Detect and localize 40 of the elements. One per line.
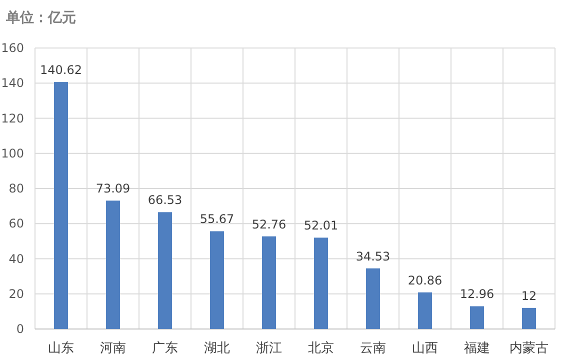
bar xyxy=(314,238,328,329)
y-tick-label: 40 xyxy=(8,252,24,266)
x-tick-label: 湖北 xyxy=(204,341,230,356)
data-label: 52.76 xyxy=(252,217,286,232)
x-tick-label: 内蒙古 xyxy=(510,341,548,356)
bar xyxy=(158,212,172,329)
x-tick-label: 浙江 xyxy=(256,341,282,356)
data-label: 73.09 xyxy=(96,182,130,196)
y-tick-label: 20 xyxy=(8,286,24,301)
bar xyxy=(418,292,432,329)
bar xyxy=(366,268,380,329)
chart-title: 单位：亿元 xyxy=(5,10,76,26)
data-label: 34.53 xyxy=(356,249,390,264)
bar xyxy=(262,236,276,329)
y-tick-label: 160 xyxy=(1,41,24,55)
x-tick-label: 北京 xyxy=(308,341,334,356)
x-tick-label: 福建 xyxy=(464,341,490,356)
y-tick-label: 60 xyxy=(8,216,24,231)
bar xyxy=(210,231,224,329)
data-label: 140.62 xyxy=(40,63,82,78)
bar xyxy=(54,82,68,329)
data-label: 55.67 xyxy=(200,212,234,226)
bar xyxy=(470,306,484,329)
x-tick-label: 云南 xyxy=(360,341,386,356)
x-tick-label: 山东 xyxy=(48,341,74,356)
y-tick-label: 120 xyxy=(1,111,24,126)
y-tick-label: 80 xyxy=(8,182,24,196)
bar xyxy=(106,200,120,329)
x-tick-label: 广东 xyxy=(152,341,178,356)
y-tick-label: 100 xyxy=(1,146,24,160)
bar xyxy=(522,308,536,329)
data-label: 12 xyxy=(521,288,537,303)
y-tick-label: 0 xyxy=(16,322,24,336)
x-tick-label: 河南 xyxy=(100,341,126,356)
data-label: 12.96 xyxy=(460,287,494,302)
y-tick-label: 140 xyxy=(1,76,24,90)
x-tick-label: 山西 xyxy=(412,341,438,356)
data-label: 20.86 xyxy=(408,273,442,288)
data-label: 66.53 xyxy=(148,193,182,208)
data-label: 52.01 xyxy=(304,218,338,233)
